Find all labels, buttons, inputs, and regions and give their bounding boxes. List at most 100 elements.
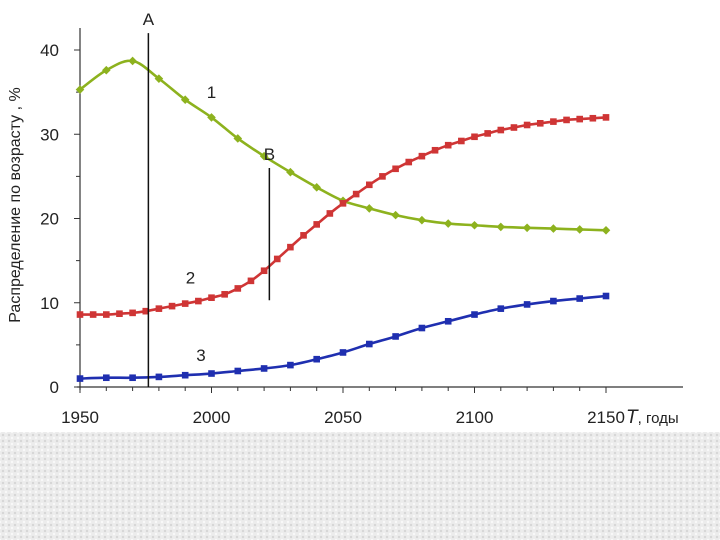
x-tick-label: 2000: [193, 408, 231, 427]
series-2-point: [536, 119, 544, 127]
series-2-point: [550, 118, 557, 125]
series-3-point: [208, 370, 215, 377]
marker-label-A: A: [143, 10, 155, 29]
series-3-point: [103, 374, 110, 382]
series-2-point: [510, 124, 518, 131]
series-1-point: [312, 183, 321, 192]
series-3-point: [366, 340, 373, 348]
series-2: [76, 114, 610, 318]
series-layer: [75, 56, 611, 382]
series-2-point: [484, 130, 491, 137]
curve-label-3: 3: [196, 346, 205, 365]
series-3-point: [129, 374, 136, 382]
series-2-point: [405, 158, 413, 166]
x-tick-label: 2150: [587, 408, 625, 427]
series-2-point: [379, 173, 386, 180]
axes: 1950 2000 2050 2100 2150 0 10 20 30 40: [40, 28, 683, 427]
series-1-point: [549, 224, 558, 233]
y-tick-label: 30: [40, 125, 59, 144]
y-axis-label: Распределение по возрасту , %: [7, 87, 24, 322]
series-3-point: [418, 324, 426, 332]
series-2-point: [431, 146, 439, 154]
series-3-point: [155, 373, 163, 381]
series-3: [76, 292, 610, 382]
series-2-point: [287, 243, 294, 251]
series-2-point: [181, 300, 189, 307]
series-1-point: [128, 56, 137, 66]
series-2-point: [103, 311, 110, 318]
series-2-point: [313, 221, 320, 228]
series-2-point: [234, 285, 242, 292]
series-3-point: [602, 292, 610, 300]
series-1-point: [496, 222, 506, 232]
series-1-point: [417, 215, 427, 225]
chart: 1950 2000 2050 2100 2150 0 10 20 30 40 A B 1 2 3 Расп…: [7, 10, 683, 428]
series-2-point: [155, 305, 163, 312]
series-2-point: [247, 277, 255, 285]
series-3-point: [76, 375, 84, 382]
series-2-point: [116, 310, 123, 318]
series-1-point: [286, 167, 295, 177]
series-2-point: [300, 232, 307, 239]
series-3-point: [523, 301, 531, 308]
series-2-point: [260, 267, 268, 275]
series-2-point: [326, 210, 334, 217]
series-1-point: [365, 204, 374, 213]
series-3-point: [234, 367, 242, 375]
series-2-point: [458, 137, 465, 145]
x-axis-label-variable: T: [626, 407, 639, 428]
series-1: [75, 56, 611, 235]
series-2-point: [273, 255, 281, 263]
series-2-point: [523, 121, 531, 129]
series-3-point: [313, 355, 320, 363]
series-3-point: [576, 295, 583, 302]
series-2-point: [589, 114, 597, 122]
y-tick-label: 10: [40, 294, 59, 313]
series-3-point: [260, 365, 268, 372]
series-1-point: [601, 225, 611, 235]
series-2-point: [195, 297, 202, 305]
series-2-point: [392, 165, 399, 173]
series-2-point: [418, 152, 426, 160]
series-3-point: [339, 349, 347, 356]
series-1-point: [259, 151, 269, 161]
marker-label-B: B: [264, 145, 275, 164]
series-2-point: [142, 307, 150, 315]
curve-label-1: 1: [207, 83, 216, 102]
series-2-point: [339, 200, 347, 207]
series-3-point: [392, 333, 399, 340]
series-2-point: [168, 302, 176, 310]
curve-label-2: 2: [186, 268, 195, 287]
series-2-point: [602, 114, 610, 121]
background-pattern: [0, 432, 720, 540]
series-2-point: [444, 141, 452, 149]
series-3-point: [471, 311, 478, 318]
series-3-point: [181, 371, 189, 379]
x-tick-label: 2050: [324, 408, 362, 427]
series-2-point: [471, 133, 478, 141]
series-2-point: [497, 126, 505, 134]
series-2-point: [89, 311, 97, 318]
y-tick-label: 0: [50, 378, 59, 397]
x-tick-label: 2100: [456, 408, 494, 427]
series-2-point: [129, 309, 136, 317]
y-tick-label: 40: [40, 41, 59, 60]
x-axis-label: T, годы: [626, 407, 679, 428]
series-1-point: [443, 219, 453, 228]
series-1-point: [75, 85, 85, 94]
series-2-point: [76, 311, 84, 318]
series-2-point: [366, 181, 373, 189]
series-2-point: [208, 294, 215, 301]
series-2-line: [80, 116, 607, 316]
series-2-point: [221, 291, 228, 298]
series-3-point: [497, 305, 505, 312]
x-tick-label: 1950: [61, 408, 99, 427]
series-1-point: [233, 134, 243, 143]
series-2-point: [563, 116, 570, 124]
series-1-point: [522, 223, 532, 233]
annotations: A B 1 2 3: [143, 10, 275, 387]
series-3-point: [287, 361, 294, 369]
series-2-point: [576, 115, 583, 123]
series-3-point: [550, 297, 557, 305]
series-3-point: [444, 317, 452, 325]
